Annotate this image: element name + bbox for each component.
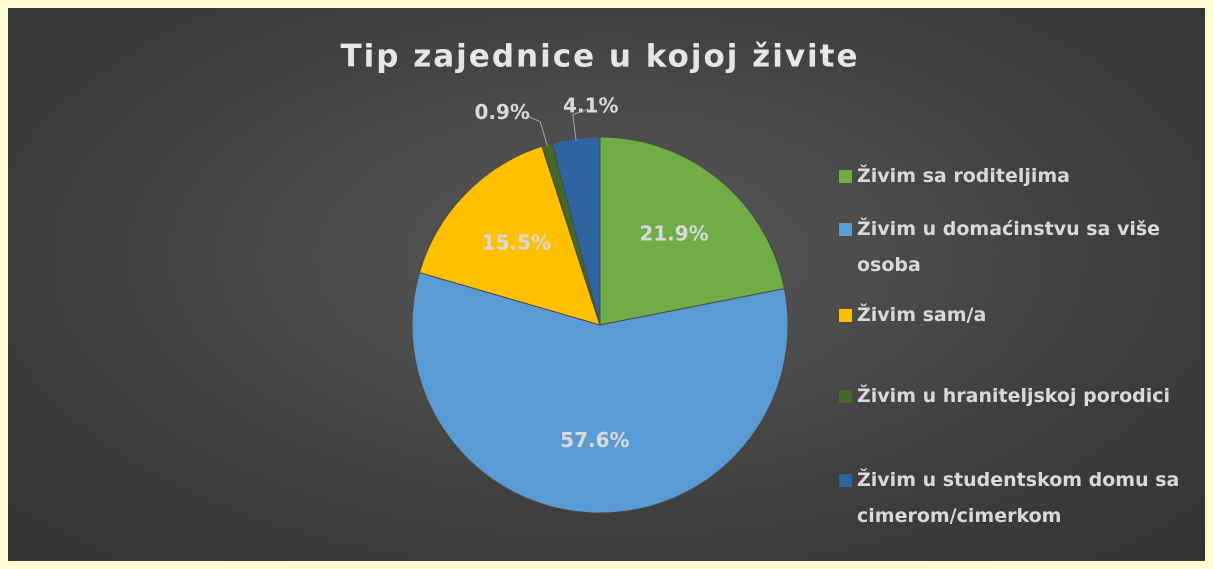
leader-line (526, 115, 549, 147)
data-label: 57.6% (560, 428, 629, 452)
legend-label: Živim u domaćinstvu sa više osoba (857, 218, 1161, 276)
legend-entry: Živim sa roditeljima (835, 158, 1207, 194)
legend-label: Živim sa roditeljima (857, 165, 1071, 187)
legend-label: Živim u studentskom domu sa cimerom/cime… (857, 469, 1180, 527)
pie-slice (411, 271, 789, 514)
legend-swatch (839, 390, 852, 403)
data-label: 0.9% (474, 100, 529, 124)
chart-area: Tip zajednice u kojoj živite 21.9% 57.6% 1… (8, 8, 1205, 561)
pie-slice (418, 145, 601, 326)
data-label: 15.5% (482, 230, 551, 254)
pie-slice (599, 136, 786, 326)
legend-swatch (839, 170, 852, 183)
legend-label: Živim sam/a (857, 304, 987, 326)
data-label: 4.1% (563, 93, 618, 117)
chart: Tip zajednice u kojoj živite 21.9% 57.6% 1… (340, 39, 859, 514)
legend-entry: Živim sam/a (835, 297, 1207, 333)
leader-line (572, 108, 589, 141)
legend-entry: Živim u domaćinstvu sa više osoba (835, 211, 1207, 283)
legend-swatch (839, 474, 852, 487)
legend-entry: Živim u studentskom domu sa cimerom/cime… (835, 462, 1207, 534)
legend-swatch (839, 223, 852, 236)
legend-swatch (839, 309, 852, 322)
legend-label: Živim u hraniteljskoj porodici (857, 385, 1171, 407)
data-label: 21.9% (639, 221, 708, 245)
chart-title: Tip zajednice u kojoj živite (340, 39, 859, 75)
legend-entry: Živim u hraniteljskoj porodici (835, 378, 1207, 414)
